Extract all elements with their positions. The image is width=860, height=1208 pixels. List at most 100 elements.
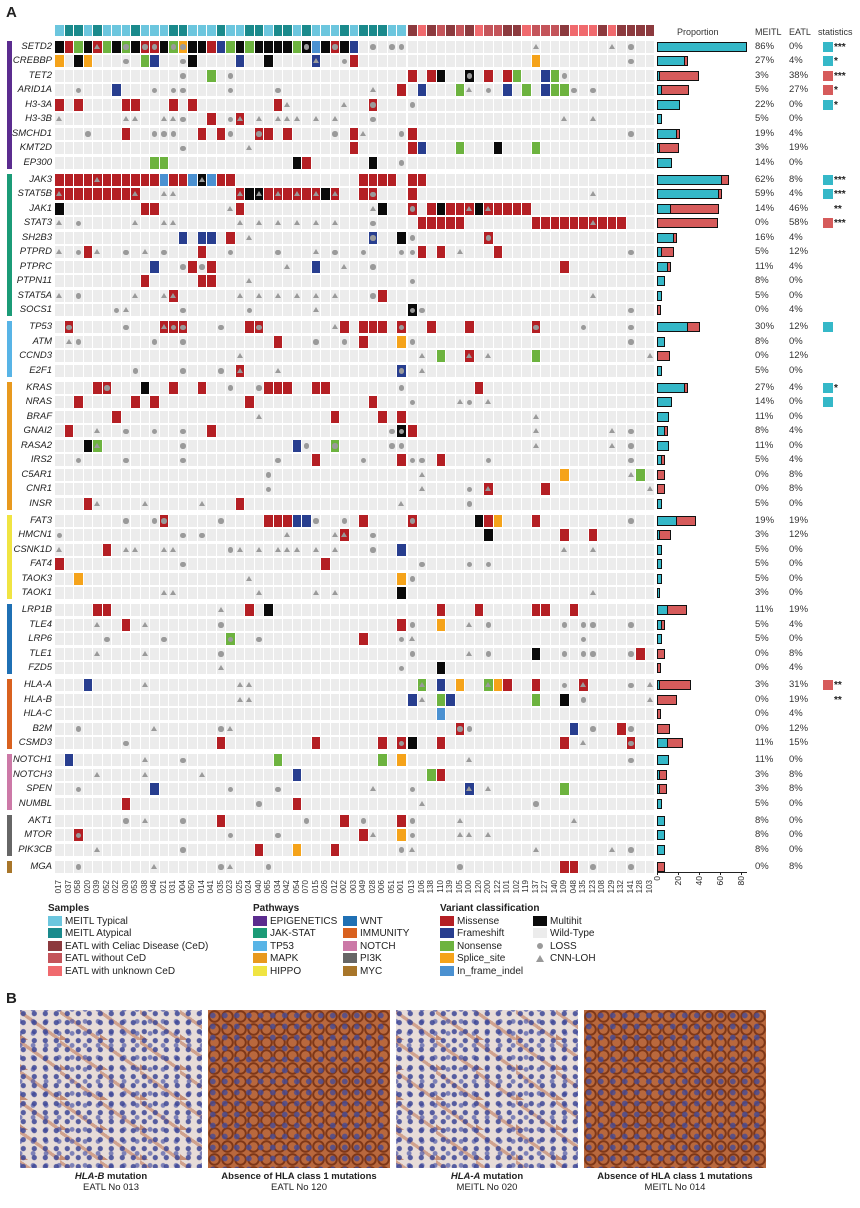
- wild-type-cell: [368, 381, 377, 394]
- variant-cell: [455, 217, 465, 229]
- wild-type-cell: [417, 188, 427, 200]
- gene-label: TET2: [28, 69, 52, 81]
- wild-type-cell: [188, 69, 197, 82]
- cnn-loh-marker-icon: [485, 205, 492, 211]
- wild-type-cell: [349, 275, 358, 287]
- variant-cell: [311, 113, 320, 125]
- variant-cell: [64, 40, 73, 53]
- meitl-percentage: 5%: [755, 84, 769, 95]
- wild-type-cell: [150, 321, 159, 333]
- wild-type-cell: [83, 304, 92, 316]
- cnn-loh-marker-icon: [369, 87, 376, 92]
- wild-type-cell: [93, 217, 102, 229]
- wild-type-cell: [226, 321, 235, 333]
- variant-cell: [588, 188, 598, 200]
- wild-type-cell: [541, 246, 550, 258]
- wild-type-cell: [159, 468, 168, 481]
- eatl-proportion-bar: [657, 305, 662, 315]
- wild-type-cell: [131, 454, 140, 466]
- wild-type-cell: [74, 304, 83, 316]
- wild-type-cell: [607, 350, 617, 362]
- wild-type-cell: [140, 98, 149, 111]
- variant-cell: [83, 173, 92, 186]
- wild-type-cell: [359, 439, 368, 452]
- variant-cell: [550, 217, 560, 229]
- loss-marker-icon: [332, 249, 338, 255]
- wild-type-cell: [636, 231, 645, 244]
- wild-type-cell: [503, 396, 512, 408]
- wild-type-cell: [273, 127, 282, 140]
- wild-type-cell: [427, 127, 436, 140]
- caption-sample: MEITL No 014: [644, 1182, 706, 1193]
- wild-type-cell: [550, 127, 560, 140]
- wild-type-cell: [188, 202, 197, 215]
- wild-type-cell: [531, 335, 541, 348]
- wild-type-cell: [188, 113, 197, 125]
- variant-cell: [436, 69, 446, 82]
- wild-type-cell: [541, 142, 550, 154]
- variant-cell: [226, 127, 235, 140]
- wild-type-cell: [636, 217, 645, 229]
- wild-type-cell: [330, 364, 339, 377]
- significance-square: [823, 397, 833, 407]
- loss-marker-icon: [180, 87, 186, 93]
- wild-type-cell: [64, 468, 73, 481]
- wild-type-cell: [484, 410, 493, 423]
- wild-type-cell: [512, 188, 522, 200]
- variant-cell: [349, 40, 358, 53]
- wild-type-cell: [522, 335, 531, 348]
- variant-cell: [588, 289, 598, 302]
- wild-type-cell: [207, 396, 216, 408]
- wild-type-cell: [55, 260, 64, 273]
- wild-type-cell: [340, 156, 349, 169]
- wild-type-cell: [359, 364, 368, 377]
- wild-type-cell: [541, 127, 550, 140]
- wild-type-cell: [311, 425, 320, 437]
- wild-type-cell: [93, 410, 102, 423]
- wild-type-cell: [368, 69, 377, 82]
- wild-type-cell: [636, 188, 645, 200]
- variant-cell: [197, 246, 206, 258]
- variant-cell: [140, 246, 149, 258]
- wild-type-cell: [359, 84, 368, 96]
- wild-type-cell: [188, 425, 197, 437]
- wild-type-cell: [493, 321, 503, 333]
- wild-type-cell: [283, 468, 292, 481]
- wild-type-cell: [378, 468, 387, 481]
- loss-marker-icon: [628, 249, 634, 255]
- wild-type-cell: [636, 410, 645, 423]
- wild-type-cell: [531, 260, 541, 273]
- eatl-percentage: 0%: [789, 335, 803, 347]
- wild-type-cell: [140, 260, 149, 273]
- wild-type-cell: [102, 69, 111, 82]
- variant-cell: [408, 304, 417, 316]
- wild-type-cell: [427, 304, 436, 316]
- wild-type-cell: [207, 304, 216, 316]
- loss-marker-icon: [132, 368, 138, 374]
- loss-marker-icon: [398, 443, 404, 449]
- variant-cell: [207, 231, 216, 244]
- variant-cell: [131, 289, 140, 302]
- sample-annotation-cell: [455, 25, 465, 36]
- wild-type-cell: [550, 202, 560, 215]
- wild-type-cell: [598, 84, 607, 96]
- wild-type-cell: [83, 202, 92, 215]
- wild-type-cell: [474, 98, 484, 111]
- variant-cell: [626, 335, 636, 348]
- variant-cell: [188, 55, 197, 67]
- variant-cell: [503, 84, 512, 96]
- wild-type-cell: [207, 468, 216, 481]
- loss-marker-icon: [303, 443, 309, 449]
- wild-type-cell: [83, 217, 92, 229]
- wild-type-cell: [245, 217, 254, 229]
- wild-type-cell: [427, 364, 436, 377]
- wild-type-cell: [427, 260, 436, 273]
- sample-annotation-cell: [74, 25, 83, 36]
- wild-type-cell: [83, 335, 92, 348]
- loss-marker-icon: [398, 131, 404, 137]
- variant-cell: [74, 98, 83, 111]
- wild-type-cell: [474, 260, 484, 273]
- wild-type-cell: [178, 98, 187, 111]
- wild-type-cell: [207, 142, 216, 154]
- wild-type-cell: [321, 260, 330, 273]
